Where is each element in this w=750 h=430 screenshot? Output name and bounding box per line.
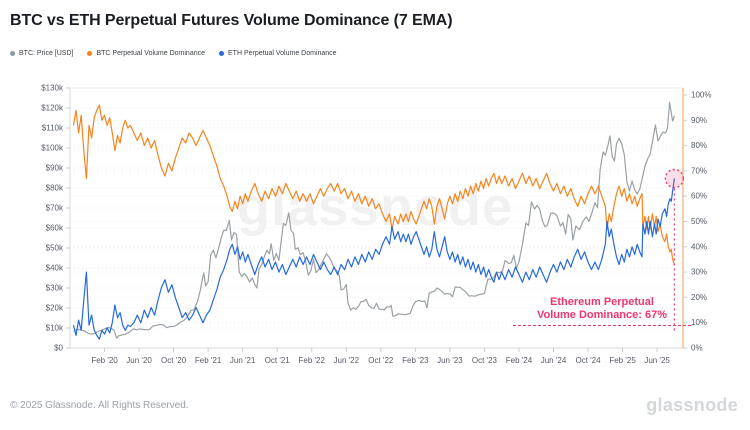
y-axis-label-left: $130k: [41, 84, 64, 93]
btc-perpetual-volume-dominance-line: [72, 104, 675, 265]
copyright-text: © 2025 Glassnode. All Rights Reserved.: [10, 400, 189, 411]
x-axis-tick-label: Oct '21: [265, 356, 291, 365]
y-axis-label-left: $70k: [46, 204, 64, 213]
y-axis-label-right: 90%: [691, 116, 707, 125]
annotation-line-2: Volume Dominance: 67%: [537, 309, 667, 321]
y-axis-label-right: 70%: [691, 166, 707, 175]
x-axis-tick-label: Jun '21: [230, 356, 256, 365]
x-axis-tick-label: Feb '22: [299, 356, 326, 365]
x-axis-tick-label: Oct '23: [472, 356, 498, 365]
y-axis-label-left: $90k: [46, 164, 64, 173]
btc-dominance-legend-dot-icon: [87, 51, 93, 56]
x-axis-tick-label: Jun '24: [541, 356, 567, 365]
y-axis-label-left: $10k: [46, 324, 64, 333]
y-axis-label-left: $20k: [46, 304, 64, 313]
y-axis-label-left: $30k: [46, 284, 64, 293]
chart-legend: BTC: Price [USD] BTC Perpetual Volume Do…: [10, 50, 337, 57]
legend-label: BTC: Price [USD]: [19, 50, 74, 57]
eth-perpetual-volume-dominance-line: [72, 178, 675, 340]
y-axis-label-left: $0: [54, 344, 63, 353]
x-axis-tick-label: Oct '20: [161, 356, 187, 365]
y-axis-label-left: $110k: [42, 124, 64, 133]
y-axis-label-right: 60%: [691, 192, 707, 201]
y-axis-label-left: $60k: [46, 224, 64, 233]
btc-price-usd-line: [73, 101, 675, 339]
legend-item-btc-price[interactable]: BTC: Price [USD]: [10, 50, 73, 57]
x-axis-tick-label: Feb '21: [195, 356, 222, 365]
btc-price-legend-dot-icon: [10, 51, 15, 56]
legend-item-eth-dominance[interactable]: ETH Perpetual Volume Dominance: [219, 50, 337, 57]
x-axis-tick-label: Feb '20: [91, 356, 118, 365]
x-axis-tick-label: Jun '25: [644, 356, 670, 365]
y-axis-label-left: $80k: [46, 184, 64, 193]
annotation-line-1: Ethereum Perpetual: [550, 296, 654, 308]
glassnode-logo: glassnode: [646, 395, 738, 415]
legend-label: BTC Perpetual Volume Dominance: [96, 50, 206, 57]
y-axis-label-right: 80%: [691, 141, 707, 150]
eth-dominance-annotation: Ethereum Perpetual Volume Dominance: 67%: [513, 296, 691, 326]
x-axis-tick-label: Feb '25: [609, 356, 636, 365]
x-axis-tick-label: Feb '24: [506, 356, 533, 365]
y-axis-label-right: 50%: [691, 217, 707, 226]
y-axis-label-right: 40%: [691, 242, 707, 251]
eth-dominance-legend-dot-icon: [219, 51, 225, 56]
y-axis-label-right: 30%: [691, 268, 707, 277]
x-axis-tick-label: Feb '23: [402, 356, 429, 365]
legend-item-btc-dominance[interactable]: BTC Perpetual Volume Dominance: [87, 50, 205, 57]
y-axis-label-right: 10%: [691, 318, 707, 327]
y-axis-label-right: 0%: [691, 344, 703, 353]
y-axis-label-left: $50k: [46, 244, 64, 253]
eth-dominance-highlight-circle: [664, 168, 685, 189]
y-axis-label-left: $100k: [41, 144, 64, 153]
x-axis-tick-label: Jun '22: [334, 356, 360, 365]
y-axis-label-right: 20%: [691, 293, 707, 302]
legend-label: ETH Perpetual Volume Dominance: [228, 50, 337, 57]
x-axis-tick-label: Jun '20: [126, 356, 152, 365]
x-axis-tick-label: Oct '24: [575, 356, 601, 365]
page-title: BTC vs ETH Perpetual Futures Volume Domi…: [10, 12, 453, 29]
x-axis-tick-label: Oct '22: [368, 356, 394, 365]
y-axis-label-left: $120k: [41, 104, 64, 113]
x-axis-tick-label: Jun '23: [437, 356, 463, 365]
y-axis-label-right: 100%: [691, 91, 711, 100]
y-axis-label-left: $40k: [46, 264, 64, 273]
